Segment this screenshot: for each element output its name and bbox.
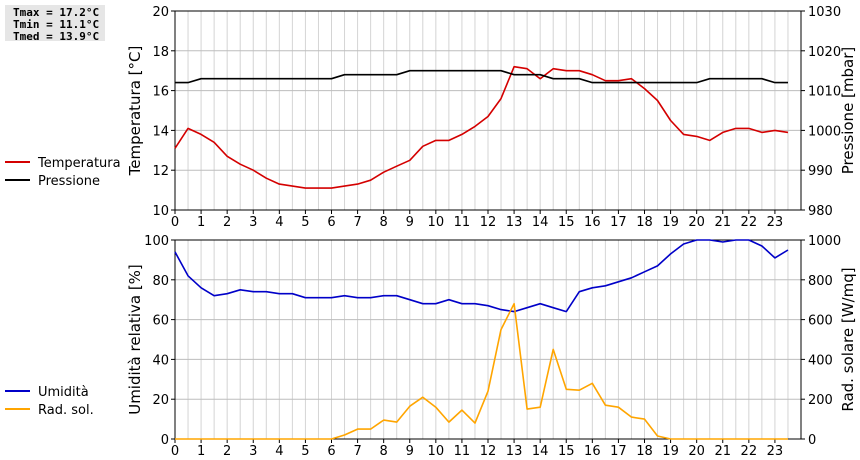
x-tick-label: 14 — [532, 444, 549, 459]
right-tick-label: 800 — [808, 274, 833, 289]
x-tick-label: 22 — [741, 215, 758, 230]
left-tick-label: 20 — [152, 5, 169, 20]
right-tick-label: 990 — [808, 164, 833, 179]
x-tick-label: 19 — [662, 215, 679, 230]
x-tick-label: 13 — [506, 444, 523, 459]
left-tick-label: 10 — [152, 204, 169, 219]
left-tick-label: 40 — [152, 353, 169, 368]
left-tick-label: 100 — [144, 234, 169, 249]
x-tick-label: 3 — [249, 444, 257, 459]
left-tick-label: 12 — [152, 164, 169, 179]
x-tick-label: 2 — [223, 444, 231, 459]
x-tick-label: 7 — [353, 444, 361, 459]
series-line-umidit — [174, 239, 789, 313]
x-tick-label: 19 — [662, 444, 679, 459]
x-tick-label: 17 — [610, 444, 627, 459]
x-tick-label: 20 — [688, 215, 705, 230]
x-tick-label: 20 — [688, 444, 705, 459]
x-tick-label: 4 — [275, 215, 283, 230]
right-axis-label: Rad. solare [W/mq] — [839, 267, 857, 411]
legend-label-rad-sol: Rad. sol. — [38, 403, 94, 418]
stat-tmin: Tmin = 11.1°C — [13, 18, 100, 31]
left-tick-label: 0 — [161, 433, 169, 448]
left-tick-label: 14 — [152, 124, 169, 139]
x-tick-label: 21 — [714, 444, 731, 459]
right-tick-label: 980 — [808, 204, 833, 219]
series-line-rad-sol — [175, 302, 788, 440]
right-tick-label: 1010 — [808, 85, 841, 100]
stat-tmax: Tmax = 17.2°C — [13, 6, 100, 19]
x-tick-label: 0 — [171, 444, 179, 459]
x-tick-label: 1 — [197, 215, 205, 230]
x-tick-label: 8 — [380, 215, 388, 230]
left-tick-label: 60 — [152, 314, 169, 329]
x-tick-label: 10 — [428, 444, 445, 459]
stat-tmed: Tmed = 13.9°C — [13, 30, 100, 43]
x-tick-label: 16 — [584, 215, 601, 230]
x-tick-label: 15 — [558, 444, 575, 459]
x-tick-label: 6 — [327, 215, 335, 230]
left-tick-label: 20 — [152, 393, 169, 408]
left-tick-label: 80 — [152, 274, 169, 289]
x-tick-label: 9 — [406, 444, 414, 459]
right-tick-label: 600 — [808, 314, 833, 329]
right-tick-label: 0 — [808, 433, 816, 448]
x-tick-label: 2 — [223, 215, 231, 230]
left-axis-label: Umidità relativa [%] — [126, 264, 144, 415]
x-tick-label: 16 — [584, 444, 601, 459]
x-tick-label: 23 — [767, 215, 784, 230]
x-tick-label: 23 — [767, 444, 784, 459]
left-axis-label: Temperatura [°C] — [126, 46, 144, 177]
x-tick-label: 10 — [428, 215, 445, 230]
x-tick-label: 22 — [741, 444, 758, 459]
x-tick-label: 1 — [197, 444, 205, 459]
x-tick-label: 8 — [380, 444, 388, 459]
legend-label-temperatura: Temperatura — [37, 156, 121, 171]
x-tick-label: 15 — [558, 215, 575, 230]
x-tick-label: 7 — [353, 215, 361, 230]
right-tick-label: 1030 — [808, 5, 841, 20]
x-tick-label: 18 — [636, 444, 653, 459]
x-tick-label: 18 — [636, 215, 653, 230]
x-tick-label: 9 — [406, 215, 414, 230]
series-line-temperatura — [174, 65, 789, 189]
stats-box: Tmax = 17.2°C Tmin = 11.1°C Tmed = 13.9°… — [5, 5, 105, 43]
x-tick-label: 4 — [275, 444, 283, 459]
series-line-pressione — [175, 69, 788, 84]
chart-panel-2: 0 1 2 3 4 5 6 7 8 9 10 11 12 13 14 15 16 17 18 19 20 21 22 2302… — [5, 234, 857, 459]
x-tick-label: 0 — [171, 215, 179, 230]
right-tick-label: 1000 — [808, 124, 841, 139]
left-tick-label: 18 — [152, 45, 169, 60]
x-tick-label: 12 — [480, 215, 497, 230]
x-tick-label: 6 — [327, 444, 335, 459]
x-tick-label: 5 — [301, 444, 309, 459]
right-tick-label: 200 — [808, 393, 833, 408]
right-tick-label: 1020 — [808, 45, 841, 60]
right-axis-label: Pressione [mbar] — [839, 47, 857, 175]
x-tick-label: 11 — [454, 444, 471, 459]
right-tick-label: 1000 — [808, 234, 841, 249]
x-tick-label: 12 — [480, 444, 497, 459]
right-tick-label: 400 — [808, 353, 833, 368]
x-tick-label: 3 — [249, 215, 257, 230]
chart-panel-1: 0 1 2 3 4 5 6 7 8 9 10 11 12 13 14 15 16 17 18 19 20 21 22 2310… — [5, 5, 857, 230]
legend-label-pressione: Pressione — [38, 174, 100, 189]
legend-label-umidit: Umidità — [38, 385, 89, 400]
x-tick-label: 17 — [610, 215, 627, 230]
left-tick-label: 16 — [152, 85, 169, 100]
x-tick-label: 14 — [532, 215, 549, 230]
x-tick-label: 21 — [714, 215, 731, 230]
x-tick-label: 11 — [454, 215, 471, 230]
x-tick-label: 13 — [506, 215, 523, 230]
x-tick-label: 5 — [301, 215, 309, 230]
